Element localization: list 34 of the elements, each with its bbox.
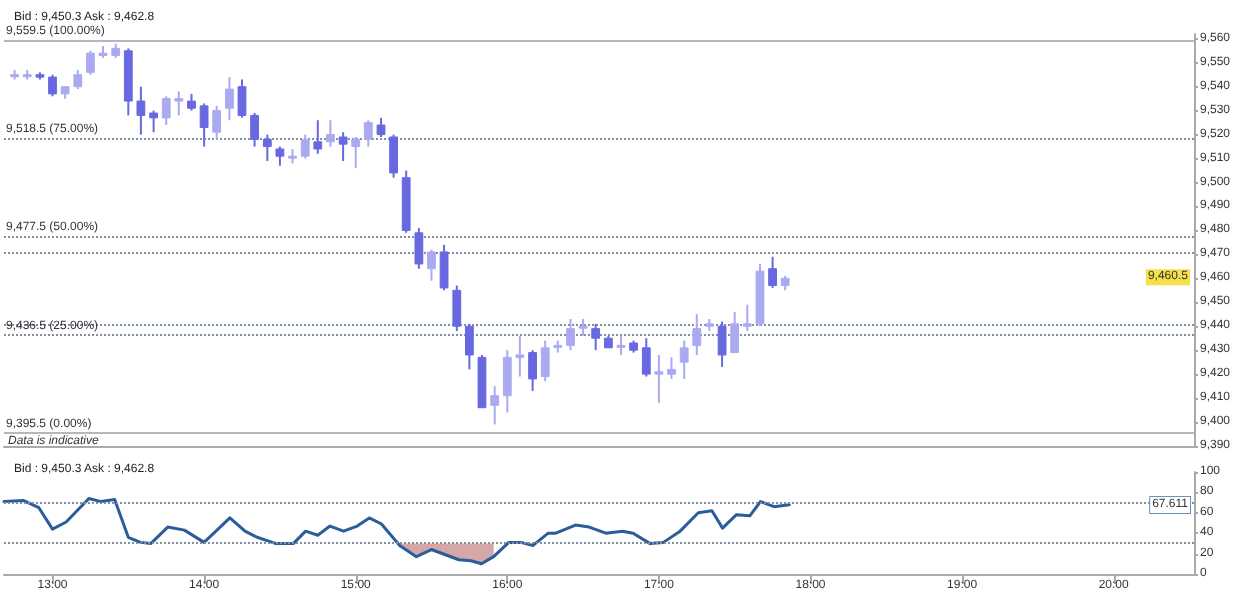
candlestick	[641, 337, 651, 378]
candlestick	[225, 76, 234, 122]
candlestick	[325, 119, 335, 148]
candlestick	[212, 104, 222, 141]
candlestick	[692, 313, 702, 356]
candlestick	[199, 102, 209, 148]
candlestick	[389, 133, 398, 179]
candlestick	[414, 227, 424, 270]
candlestick	[591, 322, 601, 352]
line-series	[2, 497, 791, 566]
candlestick	[616, 334, 626, 356]
candlestick	[768, 255, 777, 289]
candlestick	[149, 109, 159, 134]
candlestick	[363, 119, 373, 148]
candlestick	[48, 73, 57, 98]
candlestick	[679, 339, 689, 380]
candlestick	[300, 133, 310, 160]
candlestick	[427, 248, 436, 282]
candlestick	[667, 356, 676, 380]
candlestick	[351, 136, 361, 170]
candlestick	[452, 284, 462, 333]
candlestick	[490, 385, 500, 426]
candlestick	[717, 320, 727, 368]
candlestick	[566, 318, 575, 352]
candlestick	[730, 310, 740, 354]
candlestick	[464, 322, 474, 371]
candlestick	[654, 353, 664, 404]
candlestick	[313, 119, 323, 155]
candlestick	[262, 133, 272, 162]
candlestick	[528, 349, 537, 392]
candlestick	[376, 116, 386, 138]
candlestick	[338, 131, 348, 162]
candlestick	[275, 145, 285, 167]
candlestick	[439, 243, 449, 292]
